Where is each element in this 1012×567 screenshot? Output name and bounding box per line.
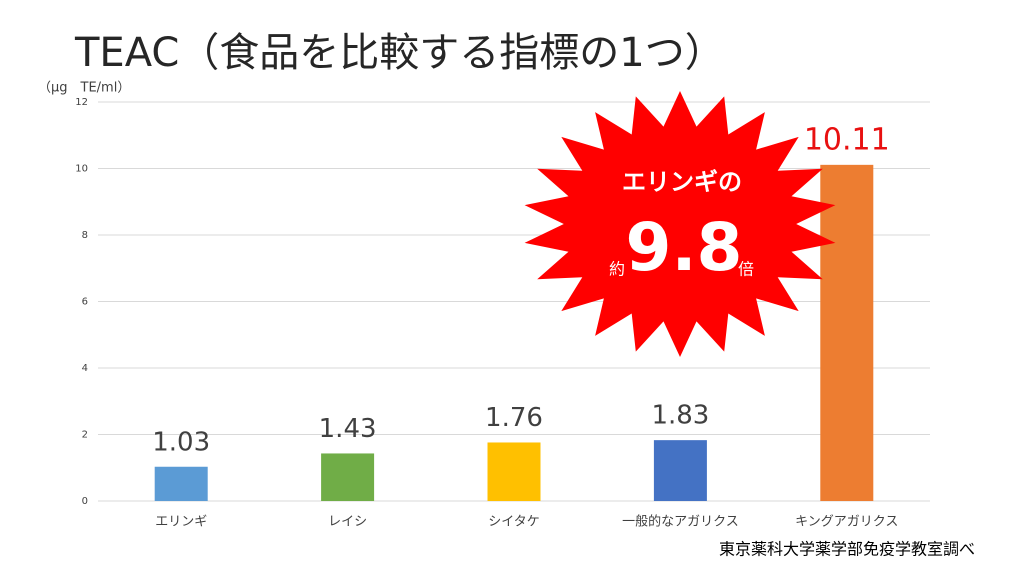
chart-title: TEAC（食品を比較する指標の1つ） — [74, 30, 725, 76]
bar — [321, 453, 375, 501]
value-label: 1.03 — [152, 427, 210, 457]
y-tick-label: 4 — [82, 363, 88, 374]
source-note: 東京薬科大学薬学部免疫学教室調べ — [719, 540, 975, 559]
bar — [653, 440, 707, 501]
x-tick-label: シイタケ — [488, 515, 539, 530]
annotation-suffix: 倍 — [738, 260, 754, 279]
annotation-prefix: 約 — [609, 260, 625, 279]
x-tick-label: エリンギ — [155, 515, 207, 530]
x-tick-label: キングアガリクス — [795, 515, 898, 530]
bar — [154, 466, 208, 501]
y-tick-label: 6 — [82, 297, 88, 308]
starburst — [524, 91, 836, 357]
bar — [487, 442, 541, 501]
value-label: 1.43 — [319, 414, 377, 444]
y-tick-label: 0 — [82, 496, 88, 507]
x-tick-label: レイシ — [328, 515, 367, 530]
bar — [820, 164, 874, 501]
value-label: 1.83 — [651, 401, 709, 431]
annotation-ratio: 9.8 — [626, 209, 743, 286]
y-axis-label: （μg TE/ml） — [38, 81, 130, 96]
value-label: 1.76 — [485, 403, 543, 433]
value-label: 10.11 — [804, 122, 890, 157]
y-tick-label: 12 — [75, 97, 88, 108]
x-tick-label: 一般的なアガリクス — [622, 514, 739, 530]
annotation-line1: エリンギの — [622, 168, 742, 196]
y-tick-label: 2 — [82, 430, 88, 441]
plot-area: 0 2 4 6 8 10 12 エリンギ 1.03 レイシ 1.43 シイタケ 1.76 一般的なアガリク… — [75, 97, 930, 530]
y-tick-label: 8 — [82, 230, 88, 241]
y-tick-label: 10 — [75, 164, 88, 175]
